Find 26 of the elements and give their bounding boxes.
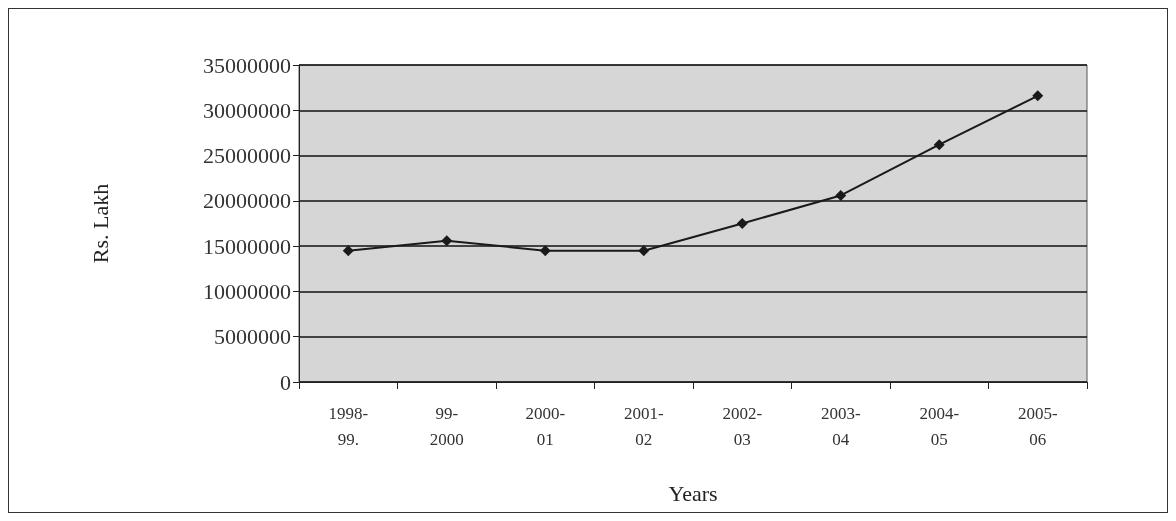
- x-tick-label: 1998- 99.: [328, 403, 369, 449]
- y-tick-label: 25000000: [203, 143, 291, 169]
- point: [441, 235, 453, 247]
- point: [736, 218, 748, 229]
- x-tick-label: 2001- 02: [623, 403, 664, 449]
- x-tick-label: 2004- 05: [919, 403, 960, 449]
- point: [638, 245, 650, 257]
- y-tick-label: 15000000: [203, 233, 291, 259]
- x-tick-label: 2005- 06: [1017, 403, 1058, 449]
- x-tick-label: 2003- 04: [820, 403, 861, 449]
- point: [933, 139, 945, 151]
- point: [342, 245, 354, 257]
- x-tick-label: 2000- 01: [525, 403, 566, 449]
- y-tick-label: 30000000: [203, 97, 291, 123]
- y-tick-label: 35000000: [203, 52, 291, 78]
- x-tick-label: 99- 2000: [429, 403, 464, 449]
- point: [539, 245, 551, 257]
- y-tick-label: 10000000: [203, 278, 291, 304]
- y-axis-title: Rs. Lakh: [87, 183, 113, 264]
- y-tick-label: 5000000: [214, 324, 291, 350]
- x-axis-title: Years: [668, 480, 718, 506]
- x-tick-label: 2002- 03: [722, 403, 763, 449]
- y-tick-label: 0: [280, 369, 291, 395]
- point: [835, 189, 847, 201]
- point: [1032, 90, 1044, 102]
- y-tick-label: 20000000: [203, 188, 291, 214]
